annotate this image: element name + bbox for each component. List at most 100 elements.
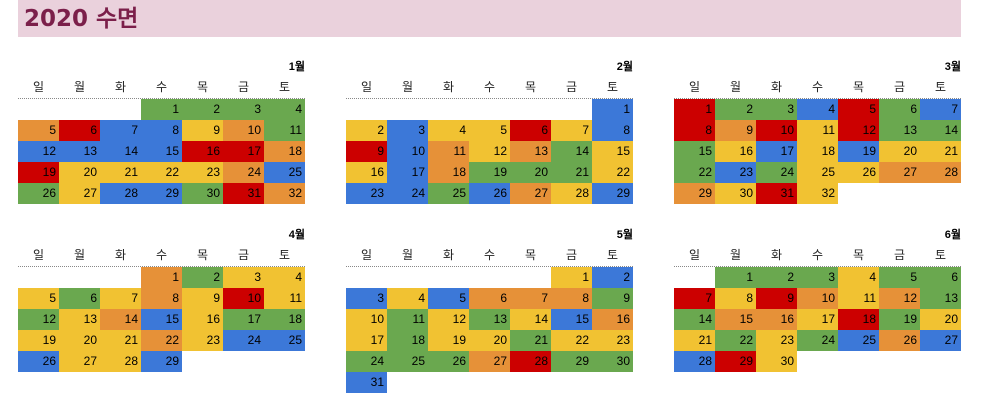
day-cell[interactable]: 1	[592, 99, 633, 120]
day-cell[interactable]: 17	[346, 330, 387, 351]
day-cell[interactable]: 18	[797, 141, 838, 162]
day-cell[interactable]: 13	[59, 309, 100, 330]
day-cell[interactable]: 18	[264, 309, 305, 330]
day-cell[interactable]: 5	[469, 120, 510, 141]
day-cell[interactable]: 7	[510, 288, 551, 309]
day-cell[interactable]: 31	[756, 183, 797, 204]
day-cell[interactable]: 6	[879, 99, 920, 120]
day-cell[interactable]: 3	[223, 267, 264, 288]
day-cell[interactable]: 12	[838, 120, 879, 141]
day-cell[interactable]: 20	[469, 330, 510, 351]
day-cell[interactable]: 24	[346, 351, 387, 372]
day-cell[interactable]: 8	[674, 120, 715, 141]
day-cell[interactable]: 25	[264, 330, 305, 351]
day-cell[interactable]: 1	[141, 99, 182, 120]
day-cell[interactable]: 25	[797, 162, 838, 183]
day-cell[interactable]: 18	[428, 162, 469, 183]
day-cell[interactable]: 14	[920, 120, 961, 141]
day-cell[interactable]: 19	[18, 330, 59, 351]
day-cell[interactable]: 3	[223, 99, 264, 120]
day-cell[interactable]: 23	[182, 162, 223, 183]
day-cell[interactable]: 32	[264, 183, 305, 204]
day-cell[interactable]: 3	[346, 288, 387, 309]
day-cell[interactable]: 22	[592, 162, 633, 183]
day-cell[interactable]: 29	[592, 183, 633, 204]
day-cell[interactable]: 14	[100, 309, 141, 330]
day-cell[interactable]: 16	[756, 309, 797, 330]
day-cell[interactable]: 27	[510, 183, 551, 204]
day-cell[interactable]: 22	[715, 330, 756, 351]
day-cell[interactable]: 27	[920, 330, 961, 351]
day-cell[interactable]: 3	[387, 120, 428, 141]
day-cell[interactable]: 11	[387, 309, 428, 330]
day-cell[interactable]: 12	[469, 141, 510, 162]
day-cell[interactable]: 9	[592, 288, 633, 309]
day-cell[interactable]: 10	[387, 141, 428, 162]
day-cell[interactable]: 19	[18, 162, 59, 183]
day-cell[interactable]: 5	[18, 120, 59, 141]
day-cell[interactable]: 4	[797, 99, 838, 120]
day-cell[interactable]: 28	[920, 162, 961, 183]
day-cell[interactable]: 6	[469, 288, 510, 309]
day-cell[interactable]: 30	[715, 183, 756, 204]
day-cell[interactable]: 10	[797, 288, 838, 309]
day-cell[interactable]: 5	[838, 99, 879, 120]
day-cell[interactable]: 27	[59, 183, 100, 204]
day-cell[interactable]: 16	[592, 309, 633, 330]
day-cell[interactable]: 9	[346, 141, 387, 162]
day-cell[interactable]: 15	[592, 141, 633, 162]
day-cell[interactable]: 15	[141, 141, 182, 162]
day-cell[interactable]: 23	[715, 162, 756, 183]
day-cell[interactable]: 26	[469, 183, 510, 204]
day-cell[interactable]: 9	[756, 288, 797, 309]
day-cell[interactable]: 14	[551, 141, 592, 162]
day-cell[interactable]: 5	[428, 288, 469, 309]
day-cell[interactable]: 25	[428, 183, 469, 204]
day-cell[interactable]: 6	[59, 288, 100, 309]
day-cell[interactable]: 13	[879, 120, 920, 141]
day-cell[interactable]: 7	[100, 120, 141, 141]
day-cell[interactable]: 15	[141, 309, 182, 330]
day-cell[interactable]: 20	[59, 162, 100, 183]
day-cell[interactable]: 17	[223, 309, 264, 330]
day-cell[interactable]: 13	[920, 288, 961, 309]
day-cell[interactable]: 27	[879, 162, 920, 183]
day-cell[interactable]: 3	[756, 99, 797, 120]
day-cell[interactable]: 24	[756, 162, 797, 183]
day-cell[interactable]: 18	[387, 330, 428, 351]
day-cell[interactable]: 4	[428, 120, 469, 141]
day-cell[interactable]: 29	[551, 351, 592, 372]
day-cell[interactable]: 23	[592, 330, 633, 351]
day-cell[interactable]: 19	[838, 141, 879, 162]
day-cell[interactable]: 20	[920, 309, 961, 330]
day-cell[interactable]: 12	[18, 141, 59, 162]
day-cell[interactable]: 15	[715, 309, 756, 330]
day-cell[interactable]: 31	[346, 372, 387, 393]
day-cell[interactable]: 14	[510, 309, 551, 330]
day-cell[interactable]: 5	[879, 267, 920, 288]
day-cell[interactable]: 8	[141, 288, 182, 309]
day-cell[interactable]: 26	[18, 351, 59, 372]
day-cell[interactable]: 22	[141, 330, 182, 351]
day-cell[interactable]: 16	[182, 309, 223, 330]
day-cell[interactable]: 15	[674, 141, 715, 162]
day-cell[interactable]: 13	[510, 141, 551, 162]
day-cell[interactable]: 24	[797, 330, 838, 351]
day-cell[interactable]: 14	[674, 309, 715, 330]
day-cell[interactable]: 13	[469, 309, 510, 330]
day-cell[interactable]: 26	[838, 162, 879, 183]
day-cell[interactable]: 17	[223, 141, 264, 162]
day-cell[interactable]: 28	[551, 183, 592, 204]
day-cell[interactable]: 30	[592, 351, 633, 372]
day-cell[interactable]: 11	[264, 288, 305, 309]
day-cell[interactable]: 7	[100, 288, 141, 309]
day-cell[interactable]: 26	[428, 351, 469, 372]
day-cell[interactable]: 28	[674, 351, 715, 372]
day-cell[interactable]: 11	[428, 141, 469, 162]
day-cell[interactable]: 19	[428, 330, 469, 351]
day-cell[interactable]: 27	[59, 351, 100, 372]
day-cell[interactable]: 2	[715, 99, 756, 120]
day-cell[interactable]: 17	[387, 162, 428, 183]
day-cell[interactable]: 24	[223, 330, 264, 351]
day-cell[interactable]: 20	[510, 162, 551, 183]
